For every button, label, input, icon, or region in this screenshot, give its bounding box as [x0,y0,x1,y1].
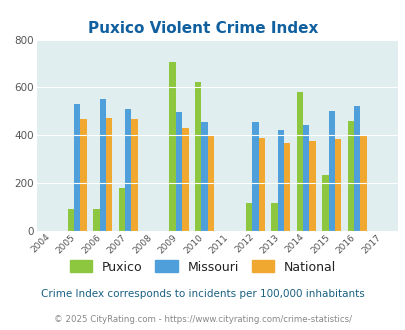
Bar [245,203,252,231]
Bar [125,110,131,231]
Legend: Puxico, Missouri, National: Puxico, Missouri, National [64,255,341,279]
Bar [347,121,353,231]
Bar [284,143,290,231]
Bar [106,118,112,231]
Bar [182,128,188,231]
Bar [194,82,201,231]
Bar [309,141,315,231]
Bar [169,62,175,231]
Bar [118,188,125,231]
Bar [93,210,99,231]
Bar [201,122,207,231]
Bar [334,139,341,231]
Bar [131,119,137,231]
Bar [360,136,366,231]
Bar [303,125,309,231]
Bar [258,138,264,231]
Bar [277,130,284,231]
Bar [252,122,258,231]
Bar [74,104,80,231]
Bar [175,112,182,231]
Bar [271,203,277,231]
Bar [68,210,74,231]
Bar [99,99,106,231]
Bar [353,106,360,231]
Text: © 2025 CityRating.com - https://www.cityrating.com/crime-statistics/: © 2025 CityRating.com - https://www.city… [54,315,351,324]
Bar [328,112,334,231]
Bar [322,175,328,231]
Bar [207,135,213,231]
Text: Crime Index corresponds to incidents per 100,000 inhabitants: Crime Index corresponds to incidents per… [41,289,364,299]
Bar [80,119,87,231]
Bar [296,92,303,231]
Text: Puxico Violent Crime Index: Puxico Violent Crime Index [87,21,318,36]
